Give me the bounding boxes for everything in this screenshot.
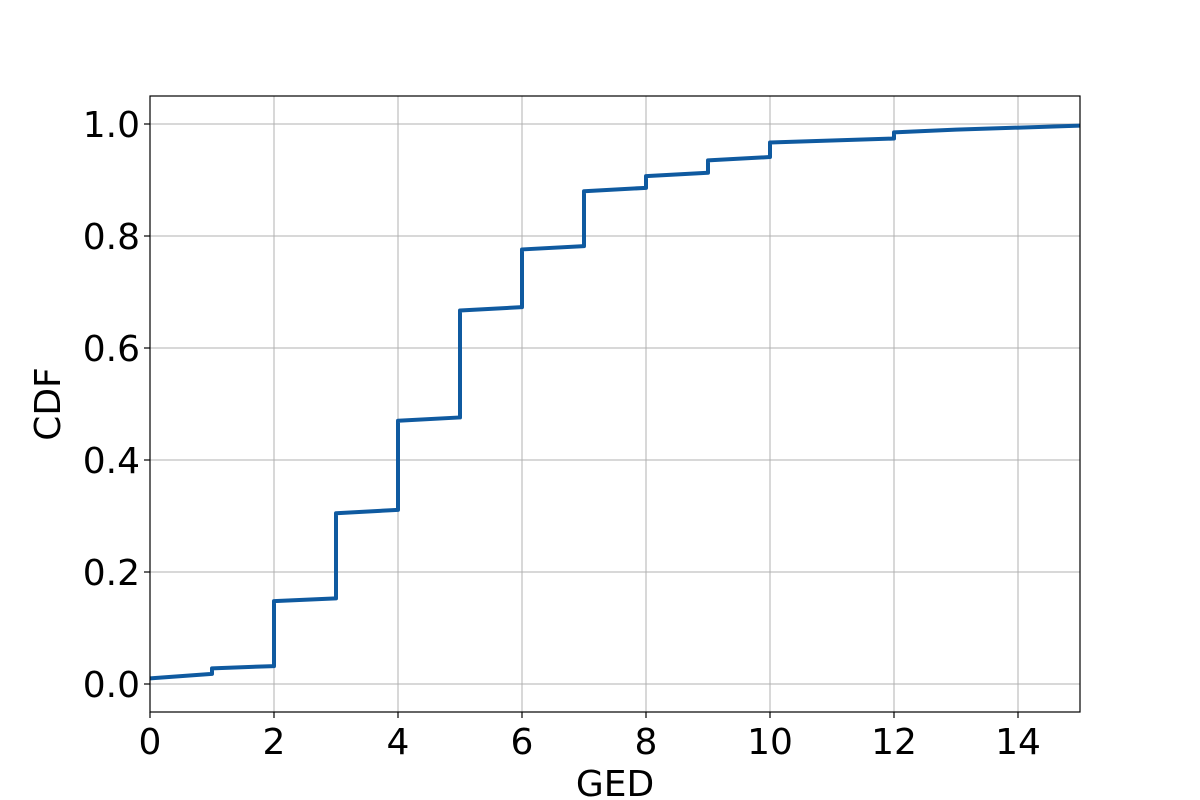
x-tick-label: 0	[139, 722, 162, 763]
x-tick-label: 4	[387, 722, 410, 763]
x-tick-label: 6	[511, 722, 534, 763]
ticks: 0 2 4 6 8 10 12 14 0.0 0.2 0.4 0.6 0.8 1.0	[83, 105, 1041, 763]
plot-frame	[149, 95, 1081, 713]
x-tick-label: 2	[263, 722, 286, 763]
x-tick-label: 10	[747, 722, 793, 763]
cdf-series-line	[149, 123, 1081, 681]
grid	[149, 96, 1080, 712]
x-tick-label: 8	[635, 722, 658, 763]
y-tick-label: 1.0	[83, 105, 140, 146]
x-tick-label: 12	[871, 722, 917, 763]
x-tick-label: 14	[995, 722, 1041, 763]
y-tick-label: 0.2	[83, 553, 140, 594]
series-layer	[149, 123, 1081, 681]
y-tick-label: 0.8	[83, 217, 140, 258]
x-axis-label: GED	[576, 764, 654, 800]
y-tick-label: 0.6	[83, 329, 140, 370]
y-tick-label: 0.0	[83, 665, 140, 706]
y-tick-label: 0.4	[83, 441, 140, 482]
y-axis-label: CDF	[28, 367, 69, 441]
